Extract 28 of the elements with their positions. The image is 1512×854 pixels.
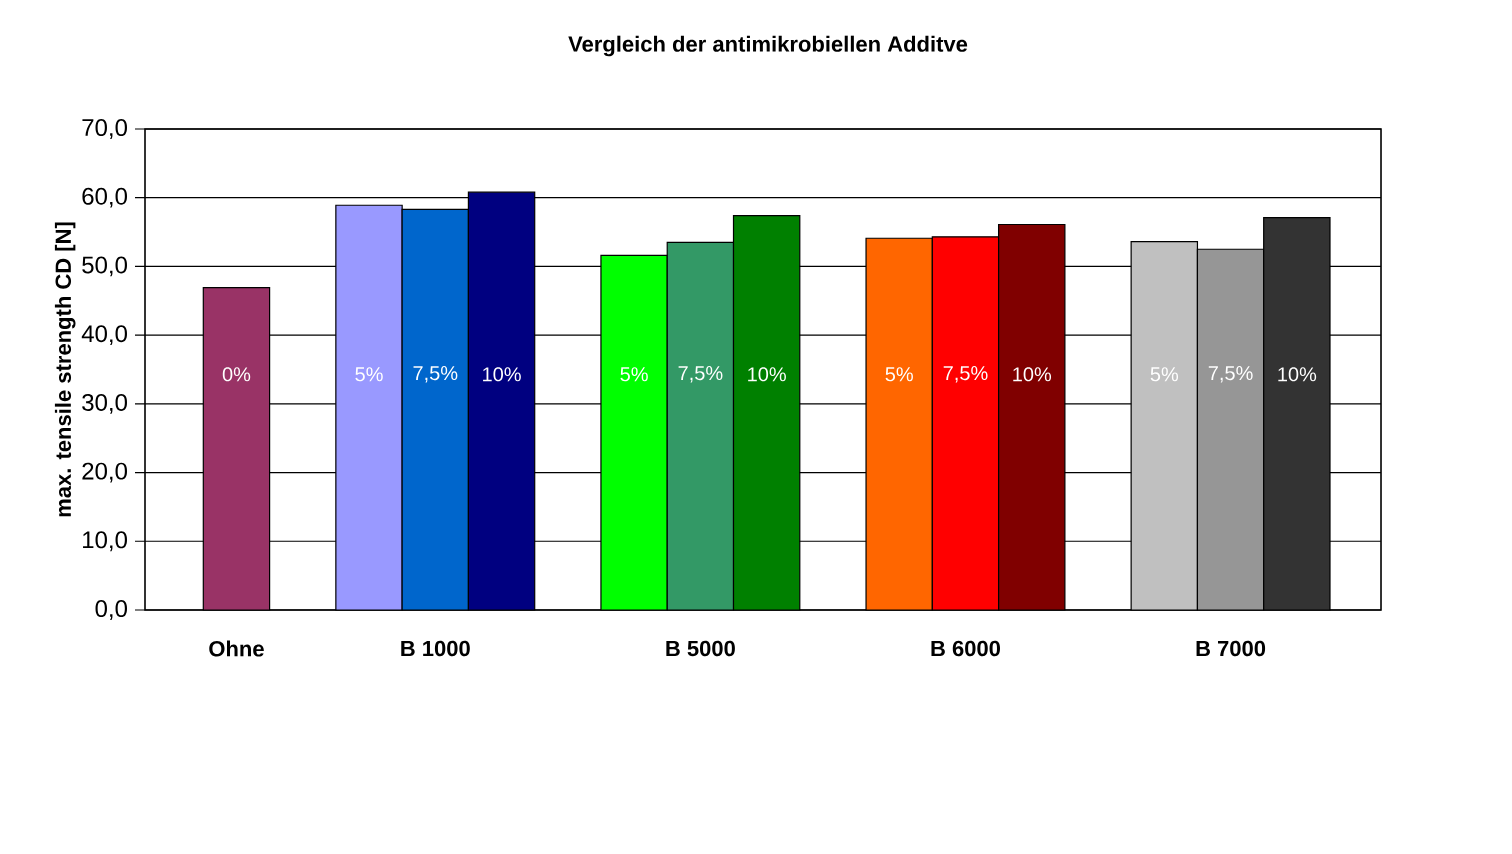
y-tick-label: 40,0 [81,325,127,346]
y-tick-label: 50,0 [82,256,127,277]
y-tick-label: 70,0 [82,119,127,139]
y-tick-label: 60,0 [82,187,127,208]
y-axis-title: max. tensile strength CD [N] [54,222,76,517]
annotation: 5% [620,367,648,382]
annotation: 7,5% [413,366,458,383]
annotation: 10% [483,367,521,382]
y-tick-label: 0,0 [95,600,128,620]
annotation: 10% [1278,367,1317,382]
x-tick-label: B 5000 [666,640,735,657]
x-tick-label: B 7000 [1196,640,1266,657]
annotation: 7,5% [943,366,988,383]
annotation: 10% [748,367,786,382]
annotation: 0% [222,367,251,382]
annotation: 5% [885,367,913,382]
x-tick-label: B 6000 [931,640,1000,657]
y-tick-label: 10,0 [83,531,127,552]
annotation: 7,5% [678,366,723,383]
y-tick-label: 20,0 [82,462,127,483]
x-tick-label: Ohne [209,640,264,657]
annotation: 5% [355,367,383,382]
annotation: 10% [1013,367,1052,382]
annotation: 7,5% [1208,366,1253,383]
annotation: 5% [1150,367,1179,382]
x-tick-label: B 1000 [401,640,470,657]
y-tick-label: 30,0 [82,393,127,414]
chart-title: Vergleich der antimikrobiellen Additve [568,35,968,57]
